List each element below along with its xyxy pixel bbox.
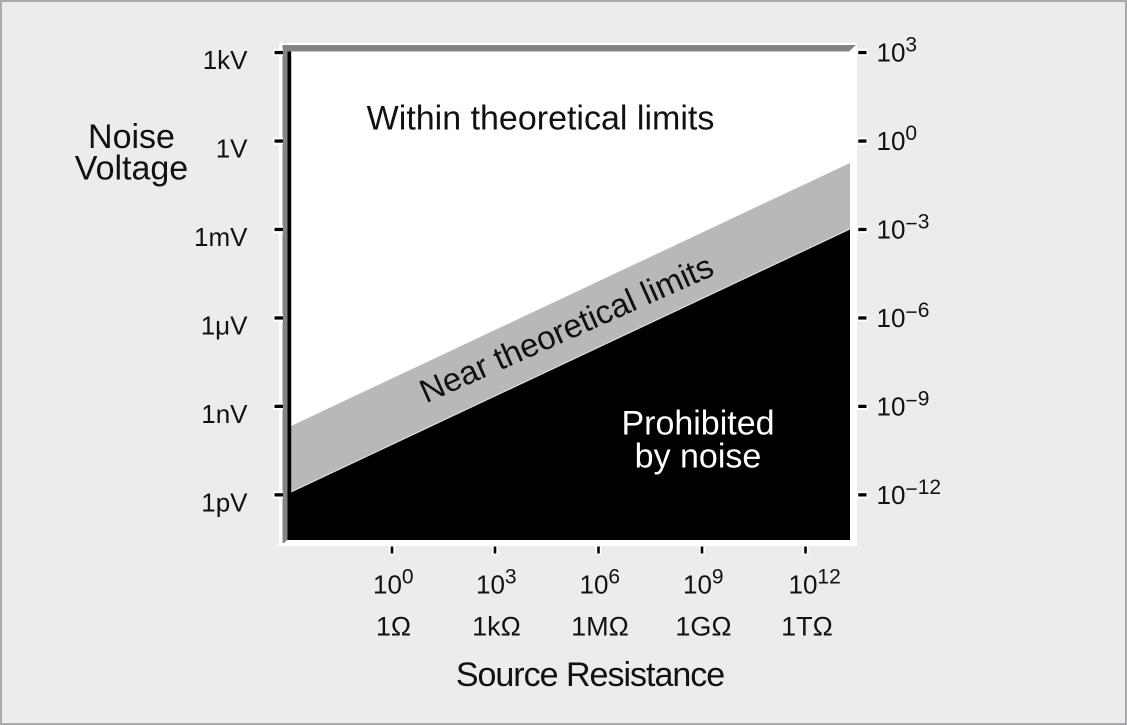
svg-text:1nV: 1nV (201, 399, 248, 429)
svg-text:1GΩ: 1GΩ (675, 612, 731, 642)
svg-text:1pV: 1pV (201, 488, 248, 518)
svg-text:by noise: by noise (635, 438, 762, 476)
svg-text:1V: 1V (216, 134, 248, 164)
svg-text:Noise: Noise (88, 118, 175, 156)
svg-text:1mV: 1mV (194, 222, 248, 252)
svg-text:1μV: 1μV (201, 311, 248, 341)
svg-text:1kΩ: 1kΩ (472, 612, 521, 642)
svg-text:1TΩ: 1TΩ (781, 612, 833, 642)
svg-text:1kV: 1kV (203, 45, 248, 75)
svg-text:Source Resistance: Source Resistance (456, 656, 724, 694)
svg-text:106: 106 (580, 565, 621, 599)
svg-text:1MΩ: 1MΩ (571, 612, 629, 642)
svg-text:Voltage: Voltage (75, 150, 188, 188)
svg-text:Prohibited: Prohibited (621, 405, 774, 443)
svg-text:Within theoretical limits: Within theoretical limits (367, 99, 715, 137)
svg-text:1Ω: 1Ω (376, 612, 411, 642)
